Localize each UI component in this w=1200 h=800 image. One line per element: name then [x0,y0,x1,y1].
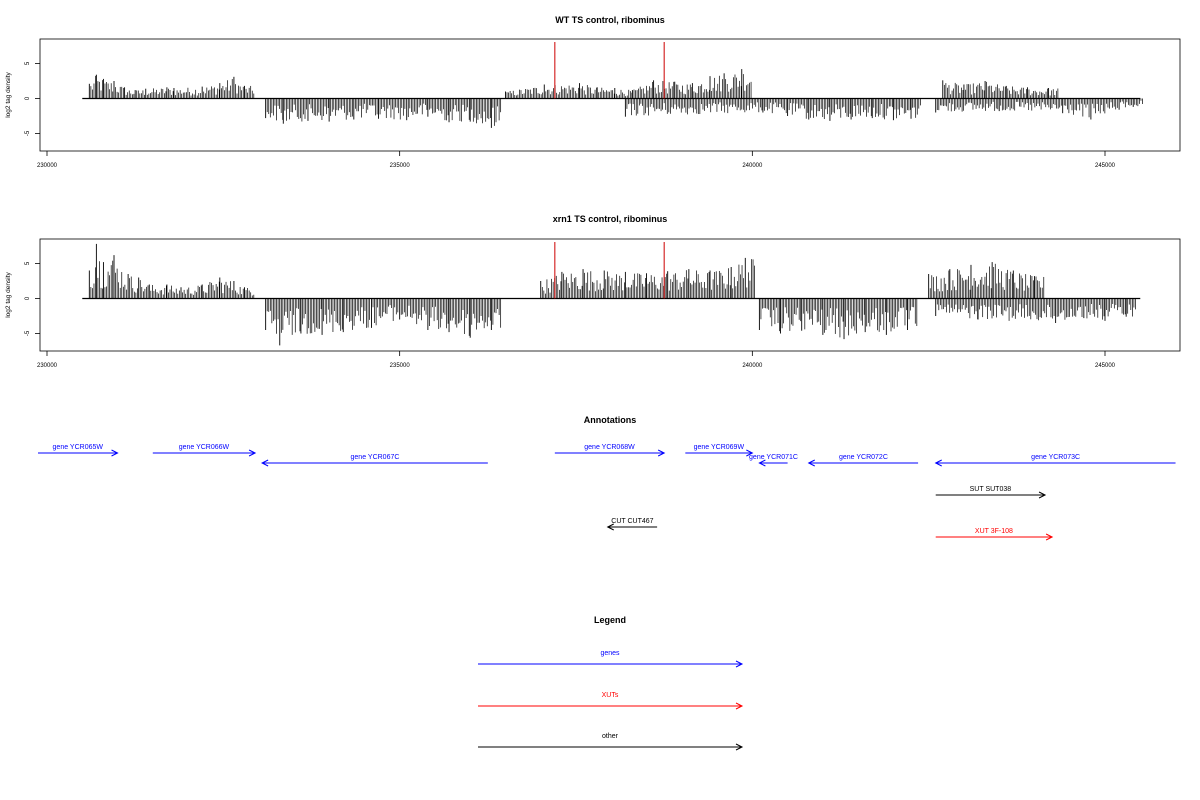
wt-x-tick-label: 240000 [742,163,763,169]
xrn1-x-tick-label: 240000 [742,363,763,369]
xrn1-x-tick-label: 245000 [1095,363,1116,369]
wt-x-axis: 230000 235000 240000 245000 [37,151,1116,169]
arrowhead-icon [735,660,744,668]
wt-y-axis-label: log2 tag density [5,71,12,117]
wt-x-tick-label: 235000 [390,163,411,169]
annotation-feature: gene YCR066W [152,444,257,457]
xrn1-plot-frame [39,238,1181,352]
annotation-feature: CUT CUT467 [606,518,658,531]
xrn1-y-tick-label: -5 [25,330,31,336]
wt-y-tick-label: 5 [25,61,31,65]
annotation-label: XUT 3F-108 [975,528,1013,535]
annotation-label: SUT SUT038 [970,486,1012,493]
annotations-title: Annotations [584,415,637,425]
annotation-label: CUT CUT467 [611,518,653,525]
annotation-label: gene YCR066W [179,444,230,451]
arrowhead-icon [758,459,766,467]
wt-y-axis: -5 0 5 [25,61,40,136]
wt-x-tick-label: 245000 [1095,163,1116,169]
arrowhead-icon [934,459,942,467]
arrowhead-icon [735,743,744,751]
annotation-label: gene YCR072C [839,454,888,461]
wt-y-tick-label: 0 [25,96,31,100]
wt-y-tick-label: -5 [25,130,31,136]
legend-title: Legend [594,615,626,625]
legend-item: genes [478,650,744,668]
arrowhead-icon [1038,491,1047,499]
xrn1-x-axis: 230000 235000 240000 245000 [37,351,1116,369]
annotation-label: gene YCR068W [584,444,635,451]
annotation-feature: XUT 3F-108 [935,528,1054,541]
wt-x-tick-label: 230000 [37,163,58,169]
annotation-feature: gene YCR071C [749,454,798,467]
annotation-label: gene YCR073C [1031,454,1080,461]
arrowhead-icon [746,449,754,457]
xrn1-bars [82,242,1141,346]
legend-item: XUTs [478,692,744,710]
legend-item: other [478,733,744,751]
legend-item-label: XUTs [602,692,619,699]
legend-item-label: other [602,733,619,740]
arrowhead-icon [735,702,744,710]
arrowhead-icon [807,459,815,467]
arrowhead-icon [261,459,269,467]
legend-items: genes XUTs other [478,650,744,751]
annotation-label: gene YCR069W [694,444,745,451]
annotation-feature: gene YCR073C [934,454,1176,467]
wt-plot-frame [39,38,1181,152]
wt-bars [82,42,1143,128]
xrn1-y-tick-label: 0 [25,296,31,300]
arrowhead-icon [248,449,257,457]
annotation-features: gene YCR065W gene YCR066W gene YCR067C gene… [38,444,1176,541]
annotation-feature: SUT SUT038 [935,486,1047,499]
legend-panel: Legend genes XUTs other [478,615,744,751]
arrowhead-icon [111,449,119,457]
xrn1-x-tick-label: 235000 [390,363,411,369]
arrowhead-icon [1045,533,1054,541]
xrn1-x-tick-label: 230000 [37,363,58,369]
annotations-panel: Annotations gene YCR065W gene YCR066Wgene… [38,415,1176,541]
xrn1-track-panel: xrn1 TS control, ribominus log2 tag dens… [5,214,1181,369]
xrn1-y-axis: -5 0 5 [25,261,40,336]
annotation-feature: gene YCR065W [38,444,119,457]
legend-item-label: genes [600,650,620,657]
arrowhead-icon [657,449,666,457]
xrn1-y-tick-label: 5 [25,261,31,265]
arrowhead-icon [606,523,614,531]
annotation-feature: gene YCR069W [685,444,754,457]
wt-track-panel: WT TS control, ribominus log2 tag densit… [5,15,1181,169]
annotation-feature: gene YCR068W [554,444,666,457]
xrn1-track-title: xrn1 TS control, ribominus [553,214,668,224]
xrn1-y-axis-label: log2 tag density [5,271,12,317]
annotation-label: gene YCR065W [53,444,104,451]
annotation-label: gene YCR071C [749,454,798,461]
annotation-feature: gene YCR067C [261,454,488,467]
annotation-feature: gene YCR072C [807,454,919,467]
annotation-label: gene YCR067C [351,454,400,461]
wt-track-title: WT TS control, ribominus [555,15,665,25]
